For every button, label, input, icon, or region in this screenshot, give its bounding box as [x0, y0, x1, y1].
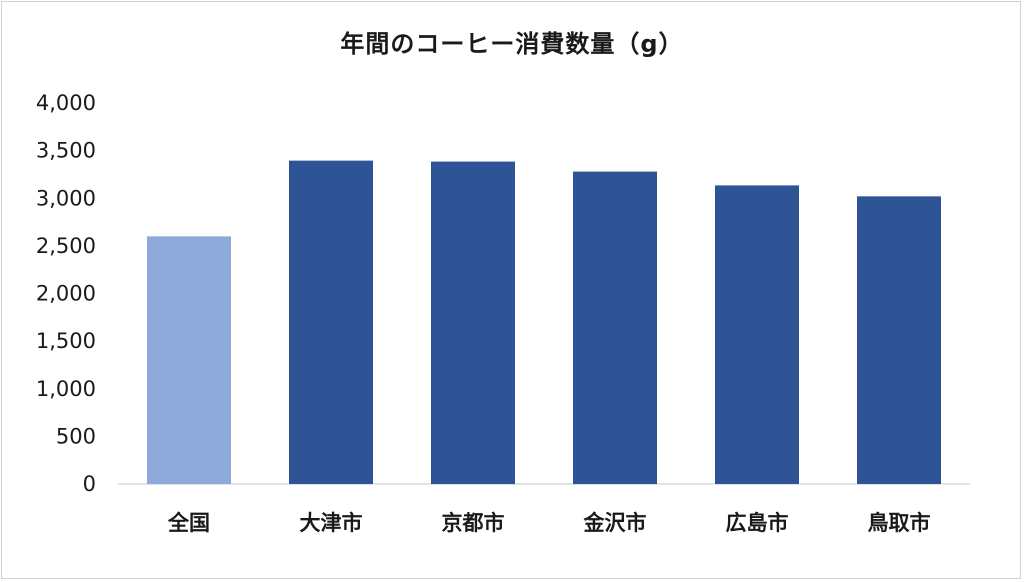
y-tick-label: 3,000 [36, 186, 96, 210]
y-tick-label: 500 [56, 424, 96, 448]
bar-1 [147, 236, 231, 484]
bar-5 [715, 185, 799, 485]
y-tick-label: 2,500 [36, 234, 96, 258]
y-tick-label: 1,000 [36, 377, 96, 401]
x-category-label: 金沢市 [583, 511, 647, 535]
y-axis-tick-labels: 0 500 1,000 1,500 2,000 2,500 3,000 3,500 4,000 [36, 91, 96, 496]
chart-title: 年間のコーヒー消費数量（g） [340, 30, 684, 58]
bars [147, 160, 941, 485]
y-tick-label: 0 [83, 472, 96, 496]
x-category-label: 鳥取市 [868, 511, 931, 535]
x-category-label: 京都市 [442, 511, 505, 535]
bar-6 [857, 196, 941, 484]
bar-4 [573, 171, 657, 484]
x-axis-category-labels: 全国 大津市 京都市 金沢市 広島市 鳥取市 [167, 511, 931, 535]
y-tick-label: 3,500 [36, 139, 96, 163]
y-tick-label: 4,000 [36, 91, 96, 115]
x-category-label: 全国 [167, 511, 210, 535]
y-tick-label: 2,000 [36, 282, 96, 306]
x-category-label: 広島市 [726, 511, 789, 535]
bar-3 [431, 161, 515, 485]
x-category-label: 大津市 [300, 511, 363, 535]
y-tick-label: 1,500 [36, 329, 96, 353]
bar-2 [289, 160, 373, 484]
